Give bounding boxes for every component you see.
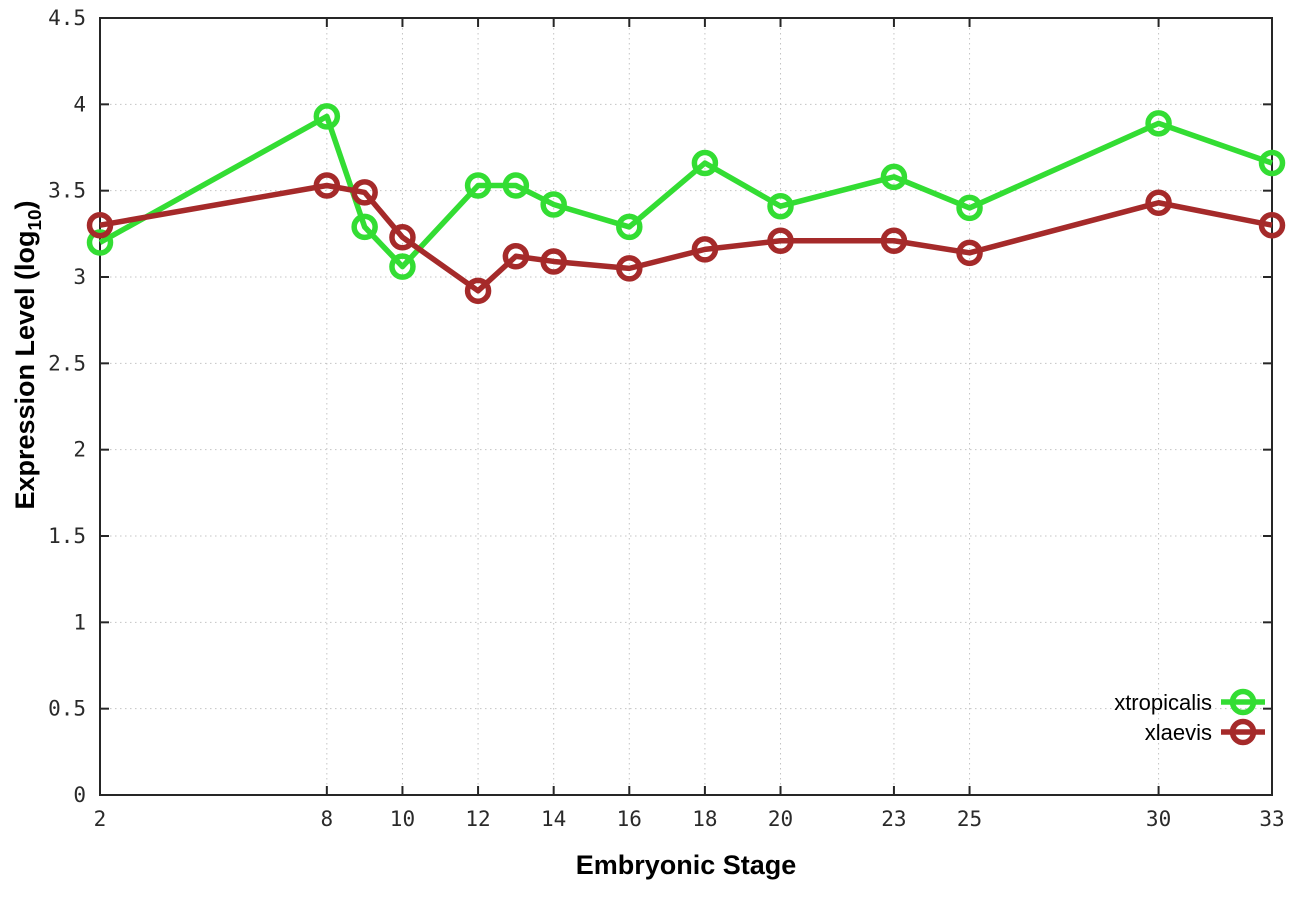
marker-xtropicalis-stage-14 xyxy=(540,191,567,218)
y-axis-title-close: ) xyxy=(10,200,40,209)
x-tick-label-14: 14 xyxy=(541,807,566,831)
y-tick-label-2: 2 xyxy=(73,438,86,462)
x-tick-label-30: 30 xyxy=(1146,807,1171,831)
marker-xtropicalis-stage-12 xyxy=(464,172,492,199)
marker-xlaevis-stage-33 xyxy=(1258,211,1286,239)
chart-generated-layer: 0 0.5 1 1.5 2 2.5 3 3.5 4 4.5 2 8 10 12 14 16 18 20 23 25 30… xyxy=(48,6,1286,831)
marker-xtropicalis-stage-25 xyxy=(956,194,983,222)
x-tick-label-23: 23 xyxy=(881,807,906,831)
x-tick-label-25: 25 xyxy=(957,807,982,831)
marker-xtropicalis-stage-33 xyxy=(1258,149,1286,177)
y-tick-label-2.5: 2.5 xyxy=(48,351,86,375)
marker-xlaevis-stage-16 xyxy=(616,255,643,282)
marker-xlaevis-stage-2 xyxy=(86,211,114,239)
marker-xlaevis-stage-9 xyxy=(351,179,378,206)
marker-xtropicalis-stage-18 xyxy=(691,149,719,177)
marker-xtropicalis-stage-23 xyxy=(880,163,908,191)
legend-marker-xlaevis xyxy=(1229,718,1257,746)
marker-xlaevis-stage-8 xyxy=(313,172,341,199)
x-tick-label-18: 18 xyxy=(692,807,717,831)
marker-xlaevis-stage-12 xyxy=(464,277,492,305)
y-tick-label-4.5: 4.5 xyxy=(48,6,86,30)
plot-border xyxy=(99,17,1273,796)
marker-xlaevis-stage-20 xyxy=(767,227,794,254)
marker-xlaevis-stage-13 xyxy=(502,243,530,270)
x-axis-title: Embryonic Stage xyxy=(576,850,797,880)
y-axis-title: Expression Level (log10) xyxy=(10,200,46,509)
marker-xtropicalis-stage-13 xyxy=(502,172,530,199)
x-tick-label-2: 2 xyxy=(94,807,107,831)
y-tick-label-3.5: 3.5 xyxy=(48,179,86,203)
y-tick-label-1: 1 xyxy=(73,610,86,634)
x-tick-label-16: 16 xyxy=(617,807,642,831)
marker-xlaevis-stage-14 xyxy=(540,248,567,275)
x-tick-label-20: 20 xyxy=(768,807,793,831)
y-tick-label-3: 3 xyxy=(73,265,86,289)
y-tick-label-0: 0 xyxy=(73,783,86,807)
marker-xlaevis-stage-18 xyxy=(691,236,719,263)
y-tick-label-1.5: 1.5 xyxy=(48,524,86,548)
y-tick-label-0.5: 0.5 xyxy=(48,697,86,721)
x-tick-label-10: 10 xyxy=(390,807,415,831)
legend-label-xtropicalis: xtropicalis xyxy=(1114,690,1212,715)
legend-label-xlaevis: xlaevis xyxy=(1145,720,1212,745)
y-axis-title-subscript: 10 xyxy=(25,209,46,230)
series-line-xtropicalis xyxy=(98,113,1273,270)
legend-marker-xtropicalis xyxy=(1229,688,1257,716)
marker-xtropicalis-stage-10 xyxy=(389,253,416,280)
x-tick-label-8: 8 xyxy=(321,807,334,831)
y-tick-label-4: 4 xyxy=(73,92,86,116)
series-line-xlaevis xyxy=(99,182,1273,294)
marker-xtropicalis-stage-8 xyxy=(313,103,341,130)
marker-xtropicalis-stage-20 xyxy=(767,192,794,220)
marker-xlaevis-stage-10 xyxy=(389,224,416,251)
x-tick-label-33: 33 xyxy=(1259,807,1284,831)
marker-xtropicalis-stage-16 xyxy=(616,213,643,241)
marker-xlaevis-stage-25 xyxy=(956,239,983,267)
marker-xtropicalis-stage-9 xyxy=(351,213,378,241)
marker-xtropicalis-stage-30 xyxy=(1145,110,1172,137)
y-axis-title-main: Expression Level (log xyxy=(10,230,40,509)
marker-xtropicalis-stage-2 xyxy=(86,229,114,256)
marker-xlaevis-stage-23 xyxy=(880,227,908,254)
marker-xlaevis-stage-30 xyxy=(1145,189,1172,217)
x-tick-label-12: 12 xyxy=(465,807,490,831)
